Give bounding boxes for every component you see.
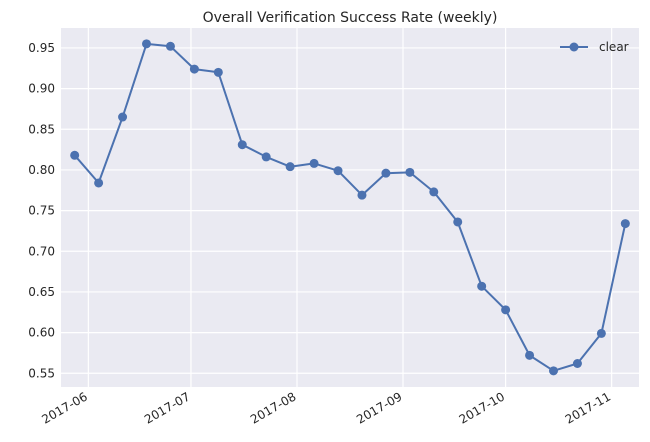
x-tick-label: 2017-09 — [354, 389, 404, 426]
y-tick-label: 0.60 — [28, 326, 55, 340]
data-point — [620, 219, 630, 229]
data-point — [94, 178, 104, 188]
legend: clear — [560, 40, 629, 54]
data-point — [548, 366, 558, 376]
legend-point-marker — [569, 42, 579, 52]
chart-title: Overall Verification Success Rate (weekl… — [203, 10, 498, 26]
x-tick-label: 2017-10 — [457, 389, 507, 426]
data-point — [261, 152, 271, 162]
data-point — [309, 158, 319, 168]
data-point — [501, 305, 511, 315]
data-point — [477, 281, 487, 291]
data-point — [70, 150, 80, 160]
x-tick-label: 2017-11 — [563, 389, 613, 426]
data-point — [237, 140, 247, 150]
data-point — [525, 350, 535, 360]
data-point — [405, 167, 415, 177]
plot-background — [61, 28, 639, 387]
data-point — [381, 168, 391, 178]
x-tick-label: 2017-06 — [39, 389, 89, 426]
data-point — [213, 67, 223, 77]
data-point — [165, 41, 175, 51]
y-axis: 0.55 0.60 0.65 0.70 0.75 0.80 0.85 0.90 0.95 — [28, 41, 55, 380]
y-tick-label: 0.70 — [28, 244, 55, 258]
x-tick-label: 2017-08 — [248, 389, 298, 426]
x-axis: 2017-06 2017-07 2017-08 2017-09 2017-10 2017-… — [39, 389, 613, 426]
grid — [61, 28, 639, 387]
x-tick-label: 2017-07 — [142, 389, 192, 426]
data-point — [142, 39, 152, 49]
data-point — [572, 358, 582, 368]
y-tick-label: 0.90 — [28, 82, 55, 96]
legend-label-clear: clear — [599, 40, 629, 54]
series-layer — [70, 39, 630, 376]
y-tick-label: 0.65 — [28, 285, 55, 299]
data-point — [118, 112, 128, 122]
data-point — [333, 166, 343, 176]
y-tick-label: 0.75 — [28, 204, 55, 218]
data-point — [453, 217, 463, 227]
y-tick-label: 0.80 — [28, 163, 55, 177]
data-point — [189, 64, 199, 74]
data-point — [357, 190, 367, 200]
data-point — [596, 328, 606, 338]
data-point — [429, 187, 439, 197]
y-tick-label: 0.95 — [28, 41, 55, 55]
y-tick-label: 0.55 — [28, 366, 55, 380]
data-point — [285, 162, 295, 172]
y-tick-label: 0.85 — [28, 122, 55, 136]
